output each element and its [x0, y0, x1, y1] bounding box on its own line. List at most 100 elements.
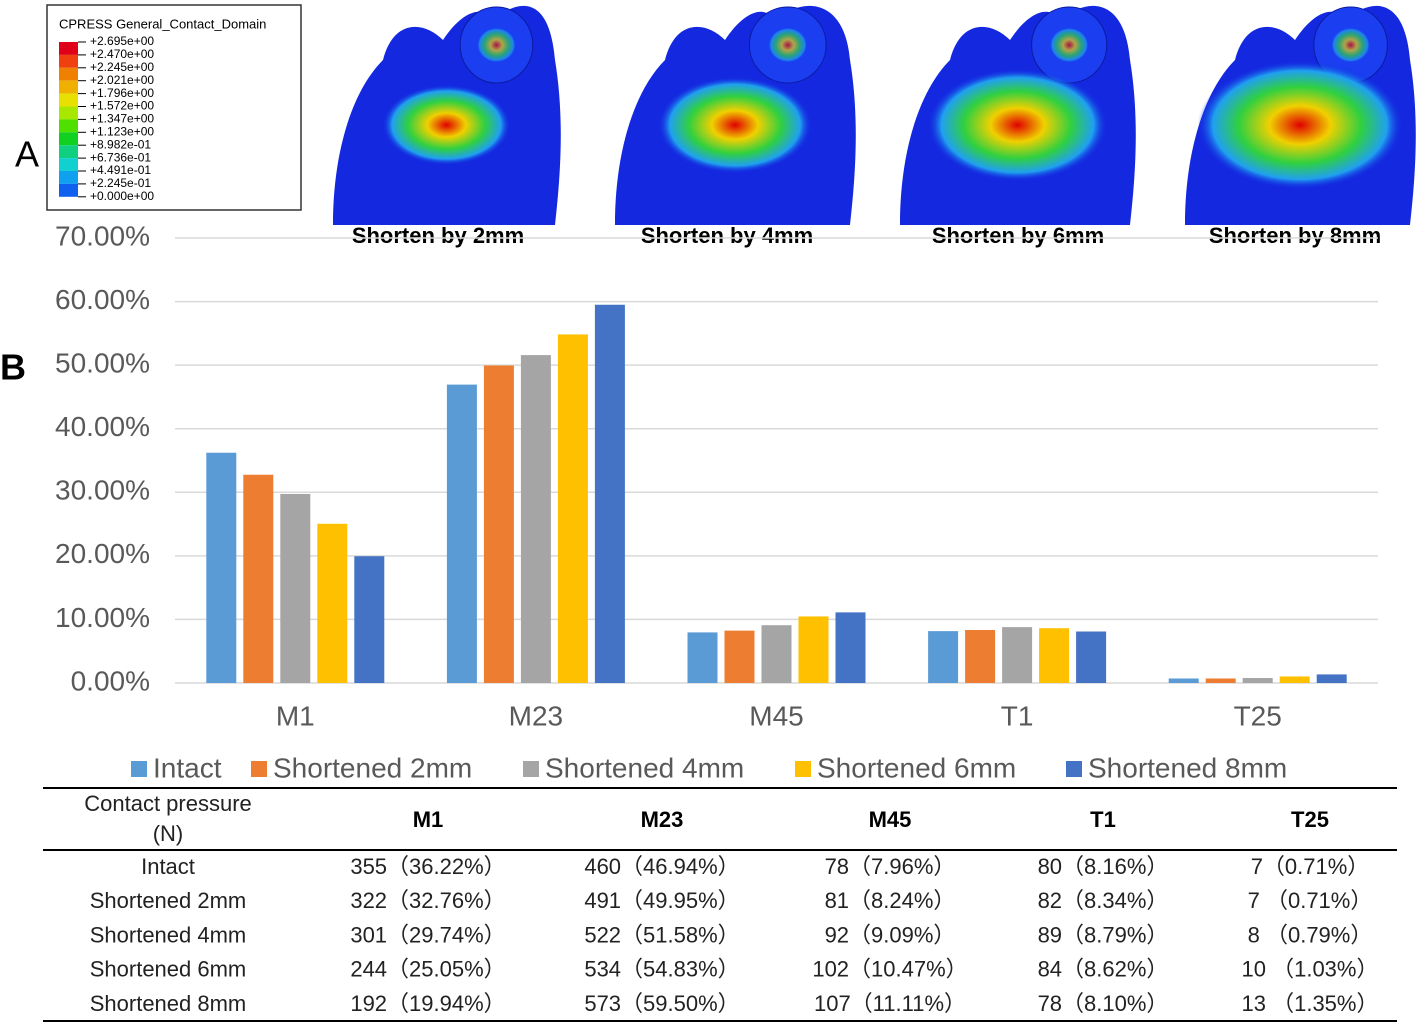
table-cell: Shortened 6mm [90, 957, 247, 982]
legend-swatch [1066, 761, 1082, 777]
bar [520, 355, 551, 683]
contour-label: +1.347e+00 [90, 112, 154, 126]
hotspot [1330, 27, 1371, 63]
contour-label: +1.572e+00 [90, 99, 154, 113]
contour-legend-title: CPRESS General_Contact_Domain [59, 16, 266, 31]
table-cell: 78（8.10%） [1038, 991, 1169, 1016]
bar [1168, 678, 1199, 683]
contour-band [59, 106, 78, 120]
table-cell: 89（8.79%） [1038, 922, 1169, 947]
legend-label: Shortened 6mm [817, 752, 1016, 783]
bar [965, 629, 996, 683]
x-tick-label: T1 [1001, 700, 1034, 731]
contour-band [59, 67, 78, 81]
contour-band [59, 54, 78, 68]
contour-label: +1.796e+00 [90, 86, 154, 100]
hotspot [658, 77, 812, 173]
y-tick-label: 0.00% [71, 665, 150, 696]
legend-label: Shortened 2mm [273, 752, 472, 783]
contour-band [59, 80, 78, 94]
table-cell: 192（19.94%） [350, 991, 505, 1016]
table-cell: 534（54.83%） [584, 957, 739, 982]
bar [835, 612, 866, 683]
table-cell: 491（49.95%） [584, 888, 739, 913]
table-cell: 301（29.74%） [350, 922, 505, 947]
table-cell: 573（59.50%） [584, 991, 739, 1016]
legend-label: Shortened 4mm [545, 752, 744, 783]
y-tick-label: 10.00% [55, 602, 150, 633]
table-cell: 7（0.71%） [1251, 854, 1370, 879]
table-cell: 244（25.05%） [350, 957, 505, 982]
table-header: M23 [641, 807, 684, 832]
y-tick-label: 70.00% [55, 220, 150, 251]
contour-label: +4.491e-01 [90, 163, 151, 177]
table-cell: 355（36.22%） [350, 854, 505, 879]
hotspot [927, 69, 1108, 181]
bar [1076, 631, 1107, 683]
bar [928, 631, 959, 683]
hotspot [1197, 61, 1403, 189]
bar [724, 630, 755, 683]
table-corner: (N) [153, 821, 184, 846]
table-corner: Contact pressure [84, 791, 252, 816]
contour-label: +2.245e-01 [90, 176, 151, 190]
table-cell: 7 （0.71%） [1248, 888, 1373, 913]
bar [1242, 677, 1273, 683]
contour-band [59, 119, 78, 133]
legend-label: Intact [153, 752, 222, 783]
contour-label: +2.021e+00 [90, 73, 154, 87]
bar [354, 556, 385, 683]
bar [243, 474, 274, 683]
table-header: M45 [869, 807, 912, 832]
table-cell: 84（8.62%） [1038, 957, 1169, 982]
image-caption: Shorten by 4mm [641, 223, 813, 248]
table-cell: Shortened 2mm [90, 888, 247, 913]
table-header: T25 [1291, 807, 1329, 832]
bar [317, 523, 348, 683]
contour-label: +6.736e-01 [90, 150, 151, 164]
table-header: M1 [413, 807, 444, 832]
bar [1205, 678, 1236, 683]
table-cell: 92（9.09%） [825, 922, 956, 947]
y-tick-label: 60.00% [55, 284, 150, 315]
bar [206, 452, 237, 683]
bar [687, 632, 718, 683]
contour-band [59, 158, 78, 171]
contour-label: +2.470e+00 [90, 47, 154, 61]
image-caption: Shorten by 2mm [352, 223, 524, 248]
contour-band [59, 171, 78, 184]
table-cell: Intact [141, 854, 195, 879]
contour-band [59, 183, 78, 197]
contour-label: +2.695e+00 [90, 34, 154, 48]
bar [1316, 674, 1347, 683]
contour-band [59, 93, 78, 107]
contour-band [59, 132, 78, 146]
bar [1039, 628, 1070, 683]
bar [761, 625, 792, 683]
legend-swatch [251, 761, 267, 777]
table-cell: 13 （1.35%） [1242, 991, 1379, 1016]
contour-label: +1.123e+00 [90, 124, 154, 138]
y-tick-label: 50.00% [55, 348, 150, 379]
table-cell: 8 （0.79%） [1248, 922, 1373, 947]
y-tick-label: 20.00% [55, 538, 150, 569]
table-cell: 81（8.24%） [825, 888, 956, 913]
bar [798, 616, 829, 683]
table-cell: 522（51.58%） [584, 922, 739, 947]
table-cell: Shortened 4mm [90, 922, 247, 947]
bar [280, 493, 311, 683]
table-cell: 10 （1.03%） [1242, 957, 1379, 982]
legend-swatch [131, 761, 147, 777]
hotspot [382, 85, 511, 165]
bar [1279, 676, 1310, 683]
x-tick-label: M1 [276, 700, 315, 731]
x-tick-label: M23 [509, 700, 563, 731]
bar [1002, 627, 1033, 683]
x-tick-label: T25 [1234, 700, 1282, 731]
bar [594, 304, 625, 683]
y-tick-label: 40.00% [55, 411, 150, 442]
panel-label: A [15, 134, 39, 175]
table-cell: 107（11.11%） [814, 991, 966, 1016]
hotspot [1049, 27, 1090, 63]
